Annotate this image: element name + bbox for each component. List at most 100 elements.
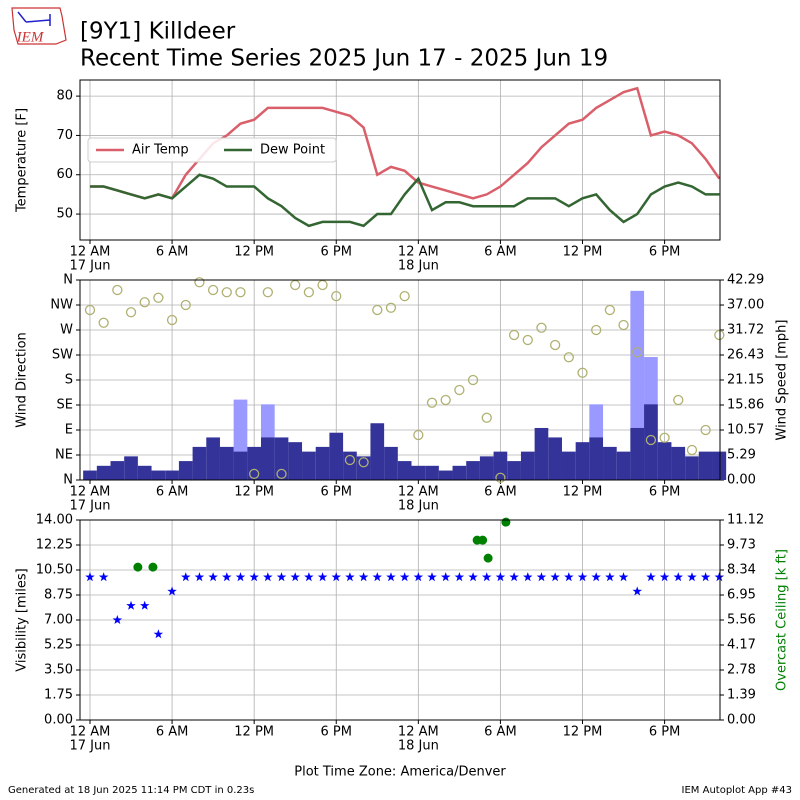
- point: [399, 572, 410, 582]
- point: [481, 412, 492, 423]
- y2-tick-label: 8.34: [727, 563, 756, 578]
- point: [577, 572, 588, 582]
- bar: [83, 470, 97, 480]
- bar: [644, 404, 658, 480]
- point: [166, 314, 178, 326]
- panel: 12 AM 6 AM 12 PM 6 PM 12 AM 6 AM 12 PM 6 PM 17 J…: [15, 273, 790, 514]
- y-axis-label: Temperature [F]: [15, 108, 30, 213]
- point: [345, 572, 355, 582]
- point: [605, 572, 615, 582]
- x-tick-label: 12 AM: [398, 485, 439, 500]
- y2-tick-label: 9.73: [727, 538, 756, 553]
- bar: [124, 456, 138, 480]
- bar: [315, 446, 330, 480]
- point: [523, 572, 533, 582]
- point: [659, 572, 670, 582]
- bar: [233, 451, 248, 480]
- point: [207, 284, 219, 296]
- point: [618, 319, 629, 331]
- point: [167, 586, 177, 596]
- point: [344, 454, 356, 466]
- point: [591, 324, 602, 336]
- y-tick-label: 12.25: [36, 538, 73, 553]
- x-tick-label: 6 PM: [321, 245, 352, 260]
- point: [249, 572, 259, 582]
- x-tick-label: 6 AM: [156, 725, 189, 740]
- bar: [110, 461, 125, 480]
- point: [536, 322, 547, 333]
- x-tick-label: 12 PM: [234, 485, 274, 500]
- point: [180, 299, 191, 311]
- point: [194, 572, 205, 582]
- point: [290, 279, 301, 291]
- y-tick-label: 70: [56, 128, 73, 143]
- x-tick-label: 6 AM: [156, 485, 189, 500]
- y-tick-label: 14.00: [36, 513, 73, 528]
- bar: [329, 432, 344, 480]
- point: [399, 290, 410, 302]
- bar: [534, 427, 549, 480]
- x-tick-label: 12 PM: [563, 725, 603, 740]
- bar: [165, 470, 179, 480]
- bar: [397, 461, 412, 480]
- y2-tick-label: 26.43: [727, 348, 764, 363]
- point: [673, 394, 684, 406]
- footer-right: IEM Autoplot App #43: [682, 785, 792, 796]
- point: [358, 457, 369, 468]
- point: [153, 292, 164, 303]
- point: [304, 572, 314, 582]
- point: [276, 468, 287, 480]
- y-tick-label: S: [65, 373, 73, 388]
- bar: [219, 446, 234, 480]
- bar: [425, 465, 439, 480]
- point: [84, 304, 96, 316]
- point: [303, 287, 315, 298]
- point: [700, 572, 711, 582]
- y2-tick-label: 4.17: [727, 638, 756, 653]
- point: [386, 572, 396, 582]
- plot-frame: [79, 519, 721, 721]
- point: [468, 572, 478, 582]
- point: [495, 472, 506, 483]
- point: [478, 535, 488, 545]
- point: [276, 572, 287, 582]
- x-tick-label: 6 AM: [484, 725, 517, 740]
- bar: [438, 470, 453, 480]
- y-tick-label: 0.00: [44, 713, 73, 728]
- x-tick-label: 6 AM: [484, 245, 517, 260]
- x-tick-label: 6 PM: [321, 485, 352, 500]
- y-tick-label: 8.75: [44, 588, 73, 603]
- bar: [96, 465, 111, 480]
- bar: [685, 456, 699, 480]
- point: [440, 572, 451, 582]
- bar: [479, 456, 494, 480]
- x-date-label: 18 Jun: [398, 499, 439, 514]
- point: [221, 287, 232, 298]
- y-tick-label: SW: [52, 348, 73, 363]
- point: [686, 444, 698, 456]
- point: [249, 468, 260, 480]
- plot-frame: [79, 279, 721, 481]
- point: [536, 572, 547, 582]
- plot-frame: [79, 79, 721, 241]
- point: [687, 572, 697, 582]
- x-tick-label: 6 PM: [649, 725, 680, 740]
- bar: [698, 451, 713, 480]
- point: [372, 572, 382, 582]
- bar: [452, 465, 467, 480]
- subtitle: Recent Time Series 2025 Jun 17 - 2025 Ju…: [80, 46, 608, 72]
- bar: [671, 446, 686, 480]
- point: [181, 572, 191, 582]
- point: [549, 339, 561, 351]
- bar: [548, 437, 562, 480]
- x-axis-label: Plot Time Zone: America/Denver: [294, 765, 506, 780]
- bar: [616, 451, 631, 480]
- point: [501, 517, 511, 527]
- bar: [356, 456, 371, 480]
- point: [385, 302, 397, 313]
- bar: [370, 423, 385, 480]
- y2-tick-label: 5.29: [727, 447, 756, 462]
- bar: [520, 451, 535, 480]
- bar: [657, 442, 672, 480]
- x-tick-label: 12 PM: [563, 245, 603, 260]
